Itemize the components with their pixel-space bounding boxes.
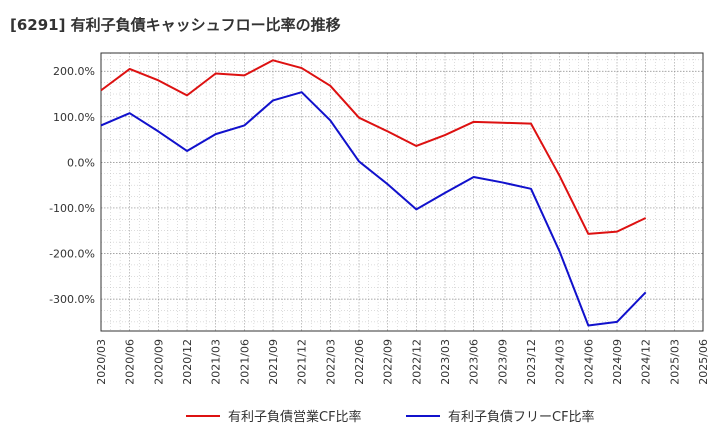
x-tick-label: 2023/03 bbox=[439, 339, 452, 385]
legend: 有利子負債営業CF比率 有利子負債フリーCF比率 bbox=[186, 409, 595, 425]
x-tick-label: 2023/06 bbox=[468, 339, 481, 385]
x-tick-label: 2023/09 bbox=[496, 339, 509, 385]
x-tick-label: 2022/06 bbox=[353, 339, 366, 385]
x-tick-label: 2020/06 bbox=[124, 339, 137, 385]
y-tick-label: 200.0% bbox=[53, 65, 95, 78]
x-tick-label: 2022/09 bbox=[382, 339, 395, 385]
y-tick-label: -300.0% bbox=[49, 293, 95, 306]
x-tick-label: 2023/12 bbox=[525, 339, 538, 385]
plot-background bbox=[101, 53, 703, 331]
y-tick-label: -200.0% bbox=[49, 248, 95, 261]
x-tick-label: 2020/12 bbox=[181, 339, 194, 385]
plot-border bbox=[100, 52, 704, 332]
x-tick-label: 2020/03 bbox=[95, 339, 108, 385]
x-tick-label: 2025/06 bbox=[697, 339, 710, 385]
plot-area: -300.0% -200.0% -100.0% 0.0% 100.0% 200.0% 202… bbox=[49, 52, 710, 385]
x-tick-label: 2021/03 bbox=[210, 339, 223, 385]
y-tick-label: 0.0% bbox=[67, 156, 95, 169]
x-tick-label: 2024/12 bbox=[640, 339, 653, 385]
x-tick-label: 2024/06 bbox=[582, 339, 595, 385]
chart-title: [6291] 有利子負債キャッシュフロー比率の推移 bbox=[10, 16, 341, 34]
x-tick-label: 2022/03 bbox=[324, 339, 337, 385]
x-tick-label: 2022/12 bbox=[410, 339, 423, 385]
y-tick-label: -100.0% bbox=[49, 202, 95, 215]
series-line-operating-cf bbox=[100, 59, 647, 235]
legend-label: 有利子負債営業CF比率 bbox=[228, 409, 362, 425]
x-tick-label: 2021/06 bbox=[238, 339, 251, 385]
series-line-free-cf bbox=[100, 91, 647, 327]
x-tick-label: 2021/09 bbox=[267, 339, 280, 385]
x-tick-label: 2024/09 bbox=[611, 339, 624, 385]
x-tick-label: 2020/09 bbox=[152, 339, 165, 385]
x-tick-label: 2024/03 bbox=[554, 339, 567, 385]
legend-label: 有利子負債フリーCF比率 bbox=[448, 409, 595, 425]
x-tick-label: 2025/03 bbox=[668, 339, 681, 385]
x-tick-label: 2021/12 bbox=[296, 339, 309, 385]
y-tick-label: 100.0% bbox=[53, 111, 95, 124]
